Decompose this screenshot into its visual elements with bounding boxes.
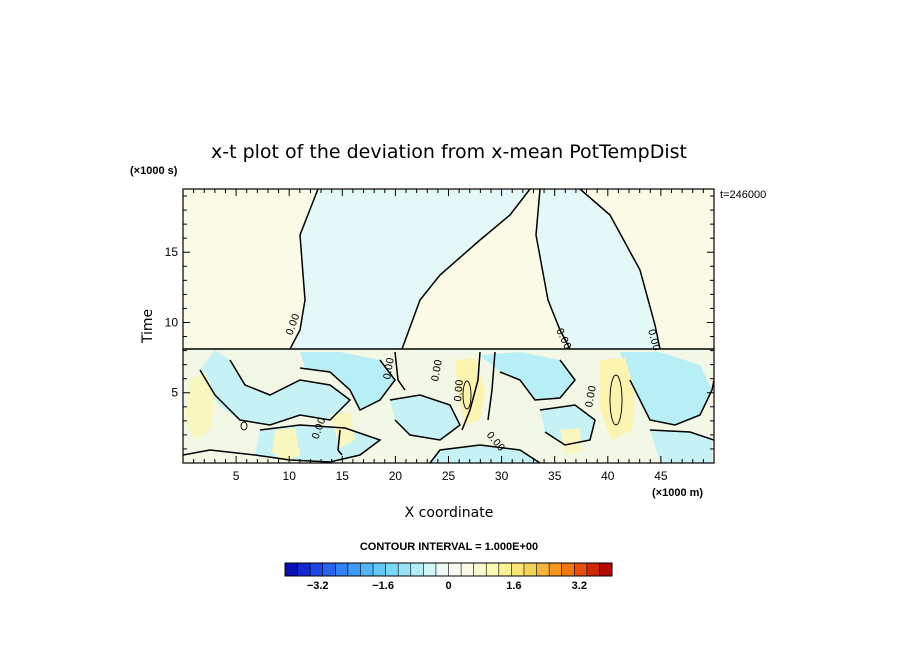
y-tick-label: 15 — [165, 245, 179, 259]
colorbar-swatch — [574, 563, 588, 576]
x-axis-label: X coordinate — [405, 505, 494, 521]
x-tick-label: 40 — [601, 469, 615, 483]
y-axis: 5 10 15 — [165, 195, 714, 450]
colorbar-swatch — [385, 563, 399, 576]
contour-label: 0.00 — [453, 379, 466, 402]
colorbar — [284, 562, 613, 577]
x-tick-label: 10 — [283, 469, 297, 483]
x-tick-label: 45 — [654, 469, 668, 483]
x-axis: 5 10 15 20 25 30 35 40 45 — [193, 189, 704, 483]
x-tick-label: 35 — [548, 469, 562, 483]
x-tick-label: 30 — [495, 469, 509, 483]
colorbar-swatch — [423, 563, 437, 576]
y-unit-label: (×1000 s) — [130, 165, 178, 177]
timestamp-label: t=246000 — [720, 189, 766, 201]
colorbar-swatch — [322, 563, 336, 576]
colorbar-swatch — [448, 563, 462, 576]
colorbar-swatch — [347, 563, 361, 576]
x-tick-label: 5 — [233, 469, 240, 483]
colorbar-swatch — [486, 563, 500, 576]
colorbar-swatch — [511, 563, 525, 576]
colorbar-swatch — [586, 563, 600, 576]
colorbar-swatch — [435, 563, 449, 576]
colorbar-tick-label: 1.6 — [506, 580, 521, 592]
colorbar-tick-label: −3.2 — [307, 580, 329, 592]
colorbar-tick-label: 3.2 — [572, 580, 587, 592]
contour-label: 0.00 — [430, 359, 445, 383]
y-axis-label: Time — [140, 309, 156, 344]
x-unit-label: (×1000 m) — [652, 487, 703, 499]
y-tick-label: 10 — [165, 315, 179, 329]
colorbar-swatch — [561, 563, 575, 576]
colorbar-swatch — [410, 563, 424, 576]
y-tick-label: 5 — [171, 386, 178, 400]
colorbar-swatch — [285, 563, 298, 576]
colorbar-tick-label: −1.6 — [372, 580, 394, 592]
contour-interval-label: CONTOUR INTERVAL = 1.000E+00 — [360, 541, 538, 553]
colorbar-swatch — [461, 563, 474, 576]
colorbar-swatch — [599, 563, 613, 576]
colorbar-ticks: −3.2 −1.6 0 1.6 3.2 — [307, 580, 587, 592]
chart-title: x-t plot of the deviation from x-mean Po… — [211, 141, 687, 163]
colorbar-swatch — [360, 563, 374, 576]
colorbar-tick-label: 0 — [445, 580, 451, 592]
colorbar-swatch — [297, 563, 311, 576]
colorbar-swatch — [335, 563, 349, 576]
colorbar-swatch — [498, 563, 512, 576]
x-tick-label: 25 — [442, 469, 456, 483]
colorbar-swatch — [549, 563, 562, 576]
x-tick-label: 15 — [336, 469, 350, 483]
colorbar-swatch — [373, 563, 386, 576]
colorbar-swatch — [398, 563, 412, 576]
colorbar-swatch — [310, 563, 324, 576]
x-tick-label: 20 — [389, 469, 403, 483]
colorbar-swatch — [523, 563, 537, 576]
colorbar-frame — [284, 562, 613, 577]
heatmap-field: 0.00 0.00 0.00 0.00 0.00 0.00 0.00 0.00 … — [183, 189, 714, 463]
contour-label: 0.00 — [382, 357, 397, 381]
contour-label: 0.00 — [584, 385, 599, 409]
colorbar-swatch — [536, 563, 550, 576]
colorbar-swatch — [473, 563, 487, 576]
